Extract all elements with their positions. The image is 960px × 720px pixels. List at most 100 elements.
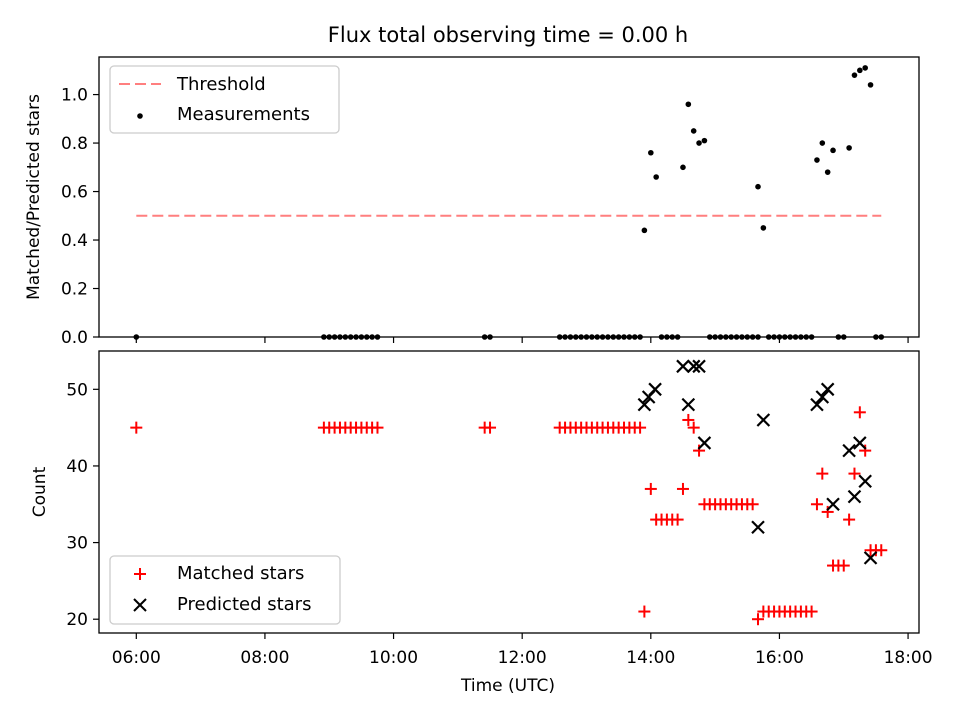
measurement-point: [685, 101, 692, 108]
bottom-x-tick-label: 16:00: [755, 648, 804, 668]
predicted-star-marker: [853, 436, 867, 450]
predicted-star-marker: [826, 497, 840, 512]
matched-star-marker: [843, 513, 856, 526]
bottom-ylabel: Count: [30, 466, 50, 517]
legend-measurements-label: Measurements: [177, 104, 310, 125]
predicted-star-marker: [648, 382, 662, 397]
measurement-point: [760, 225, 767, 231]
predicted-star-stroke-b: [692, 359, 706, 374]
bottom-y-tick-label: 40: [66, 457, 88, 477]
bottom-y-tick-label: 30: [66, 534, 88, 554]
top-y-tick-label: 1.0: [61, 86, 88, 106]
predicted-star-marker: [810, 397, 824, 412]
bottom-y-tick-label: 20: [66, 610, 88, 630]
bottom-xlabel: Time (UTC): [460, 676, 555, 696]
predicted-star-stroke-b: [751, 520, 765, 535]
predicted-star-stroke-b: [842, 443, 856, 458]
matched-star-marker: [687, 421, 700, 434]
matched-star-marker: [746, 498, 759, 511]
measurement-point: [857, 67, 863, 74]
predicted-star-stroke-b: [815, 390, 830, 404]
matched-star-marker: [676, 482, 689, 495]
legend-predicted-label: Predicted stars: [177, 594, 311, 615]
measurement-point: [648, 149, 654, 156]
predicted-star-stroke-b: [858, 474, 872, 489]
predicted-star-marker: [697, 436, 712, 450]
top-axes-frame: [98, 56, 920, 338]
matched-star-marker: [810, 498, 823, 511]
measurement-point: [680, 164, 686, 171]
predicted-star-marker: [692, 359, 706, 374]
measurement-point: [851, 72, 858, 78]
bottom-axes-frame: [98, 350, 920, 634]
measurement-point: [819, 140, 826, 146]
predicted-star-marker: [820, 382, 835, 397]
bottom-y-ticks: 20 30 40 50: [66, 380, 99, 630]
matched-star-marker: [638, 605, 651, 618]
measurement-point: [696, 140, 702, 146]
matched-star-marker: [634, 421, 647, 434]
top-subplot: Flux total observing time = 0.00 h 0.00.…: [24, 23, 920, 348]
matched-star-marker: [848, 467, 861, 480]
measurement-point: [830, 147, 836, 154]
predicted-star-marker: [847, 489, 862, 504]
measurement-point: [862, 65, 868, 71]
predicted-star-marker: [863, 551, 878, 565]
predicted-star-marker: [815, 390, 830, 404]
bottom-x-ticks: 06:00 08:00 10:00 12:00 14:00 16:00 18:00: [112, 633, 933, 668]
predicted-star-stroke-b: [826, 497, 840, 512]
predicted-star-stroke-b: [820, 382, 835, 397]
bottom-x-tick-label: 08:00: [240, 648, 289, 668]
legend-predicted-swatch: [133, 598, 147, 612]
top-title: Flux total observing time = 0.00 h: [328, 23, 688, 47]
predicted-star-stroke-b: [697, 436, 712, 450]
measurement-point: [867, 82, 874, 88]
bottom-y-tick-label: 50: [66, 380, 88, 400]
predicted-star-stroke-b: [686, 359, 701, 374]
top-y-ticks: 0.0 0.2 0.4 0.6 0.8 1.0: [61, 86, 99, 348]
predicted-star-stroke-b: [810, 397, 824, 412]
legend-measurements-swatch: [137, 113, 143, 119]
predicted-star-marker: [686, 359, 701, 374]
bottom-x-tick-label: 14:00: [626, 648, 675, 668]
top-ylabel: Matched/Predicted stars: [24, 94, 44, 300]
predicted-star-marker: [756, 413, 771, 427]
predicted-star-stroke-b: [676, 359, 690, 374]
measurement-point: [690, 128, 697, 134]
matched-star-marker: [821, 505, 834, 518]
predicted-star-marker: [842, 443, 856, 458]
bottom-subplot: 20 30 40 50 06:00 08:00 10:00 12:00 14:00 16:00 1…: [30, 350, 933, 696]
measurement-point: [653, 174, 659, 180]
matched-star-marker: [805, 605, 818, 618]
matched-star-marker: [484, 421, 497, 434]
predicted-star-stroke-b: [648, 382, 662, 397]
matched-star-marker: [859, 444, 872, 457]
legend-matched-swatch: [134, 568, 146, 580]
predicted-star-marker: [676, 359, 690, 374]
predicted-star-marker: [637, 397, 652, 412]
bottom-legend: Matched stars Predicted stars: [109, 555, 341, 625]
predicted-star-stroke-b: [847, 489, 862, 504]
matched-star-marker: [371, 421, 384, 434]
predicted-star-marker: [751, 520, 765, 535]
measurement-point: [701, 137, 708, 144]
bottom-x-tick-label: 06:00: [112, 648, 161, 668]
bottom-legend-box: [109, 555, 341, 625]
matched-star-marker: [644, 482, 657, 495]
top-y-tick-label: 0.8: [61, 134, 88, 154]
predicted-star-marker: [681, 397, 696, 412]
measurement-point: [641, 227, 648, 234]
top-x-ticks: [135, 337, 909, 343]
bottom-x-tick-label: 12:00: [498, 648, 547, 668]
matched-stars-points: [130, 406, 888, 626]
top-y-tick-label: 0.6: [61, 183, 88, 203]
matched-star-marker: [837, 559, 850, 572]
matched-star-marker: [130, 421, 143, 434]
measurement-point: [824, 169, 831, 175]
predicted-stars-points: [637, 359, 878, 565]
predicted-star-stroke-b: [853, 436, 867, 450]
measurement-point: [846, 145, 852, 151]
matched-star-marker: [853, 406, 866, 419]
bottom-x-tick-label: 10:00: [369, 648, 418, 668]
matched-star-marker: [682, 413, 695, 426]
